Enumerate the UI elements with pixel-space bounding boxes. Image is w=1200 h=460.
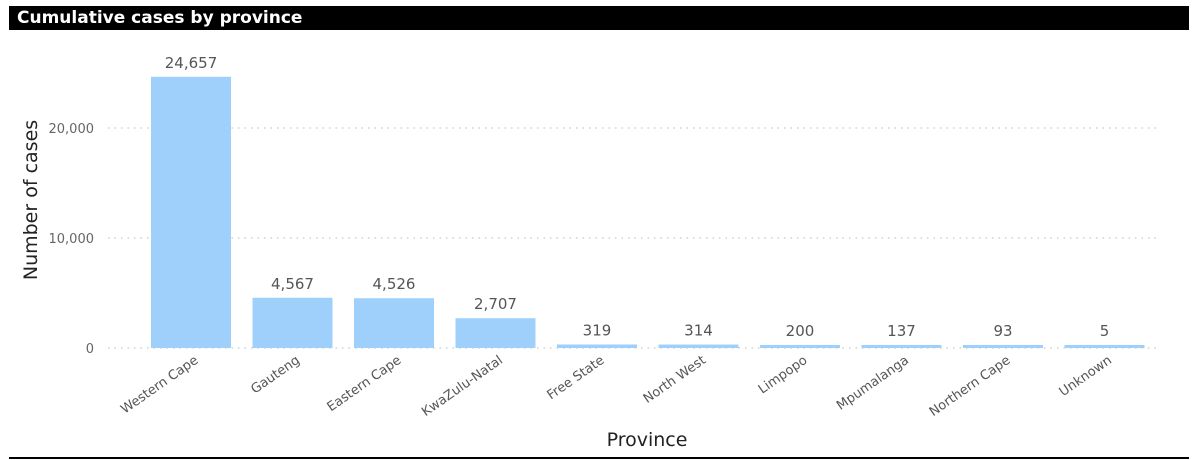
- data-label: 5: [1100, 322, 1110, 340]
- bottom-divider: [9, 457, 1189, 459]
- bar: [354, 298, 434, 348]
- bar: [861, 345, 942, 348]
- x-tick-label: Mpumalanga: [834, 353, 912, 414]
- y-axis-title: Number of cases: [20, 120, 42, 280]
- y-tick-label: 20,000: [49, 122, 95, 137]
- bar: [151, 76, 231, 348]
- data-label: 200: [786, 322, 815, 340]
- data-label: 137: [887, 322, 916, 340]
- x-axis-title: Province: [607, 429, 688, 451]
- data-label: 2,707: [474, 295, 517, 313]
- data-label: 4,526: [373, 275, 416, 293]
- x-tick-label: Northern Cape: [927, 353, 1014, 420]
- x-tick-label: Unknown: [1057, 353, 1115, 400]
- x-tick-label: North West: [641, 353, 709, 407]
- y-axis-ticks: 0 10,000 20,000: [49, 122, 95, 357]
- x-tick-label: Free State: [545, 353, 608, 403]
- x-axis-categories: Western Cape Gauteng Eastern Cape KwaZulu-N…: [118, 353, 1114, 420]
- y-tick-label: 0: [86, 342, 94, 357]
- bar: [658, 344, 739, 348]
- data-label: 319: [583, 321, 612, 339]
- data-label: 24,657: [165, 54, 218, 72]
- chart-title: Cumulative cases by province: [17, 8, 303, 28]
- bar: [1064, 345, 1145, 348]
- data-label: 93: [993, 322, 1012, 340]
- bars: [151, 76, 1145, 348]
- bar: [557, 344, 637, 348]
- x-tick-label: Gauteng: [248, 353, 302, 397]
- bar: [455, 318, 536, 348]
- x-tick-label: KwaZulu-Natal: [419, 353, 506, 420]
- x-tick-label: Eastern Cape: [325, 353, 405, 415]
- bar: [963, 345, 1043, 348]
- y-tick-label: 10,000: [49, 232, 95, 247]
- x-tick-label: Limpopo: [756, 353, 810, 397]
- bar: [252, 297, 333, 348]
- chart-title-bar: Cumulative cases by province: [9, 6, 1189, 30]
- data-labels: 24,657 4,567 4,526 2,707 319 314 200 137 93 5: [165, 54, 1110, 340]
- bar: [760, 345, 840, 348]
- data-label: 4,567: [271, 275, 314, 293]
- x-tick-label: Western Cape: [118, 353, 201, 417]
- data-label: 314: [684, 322, 713, 340]
